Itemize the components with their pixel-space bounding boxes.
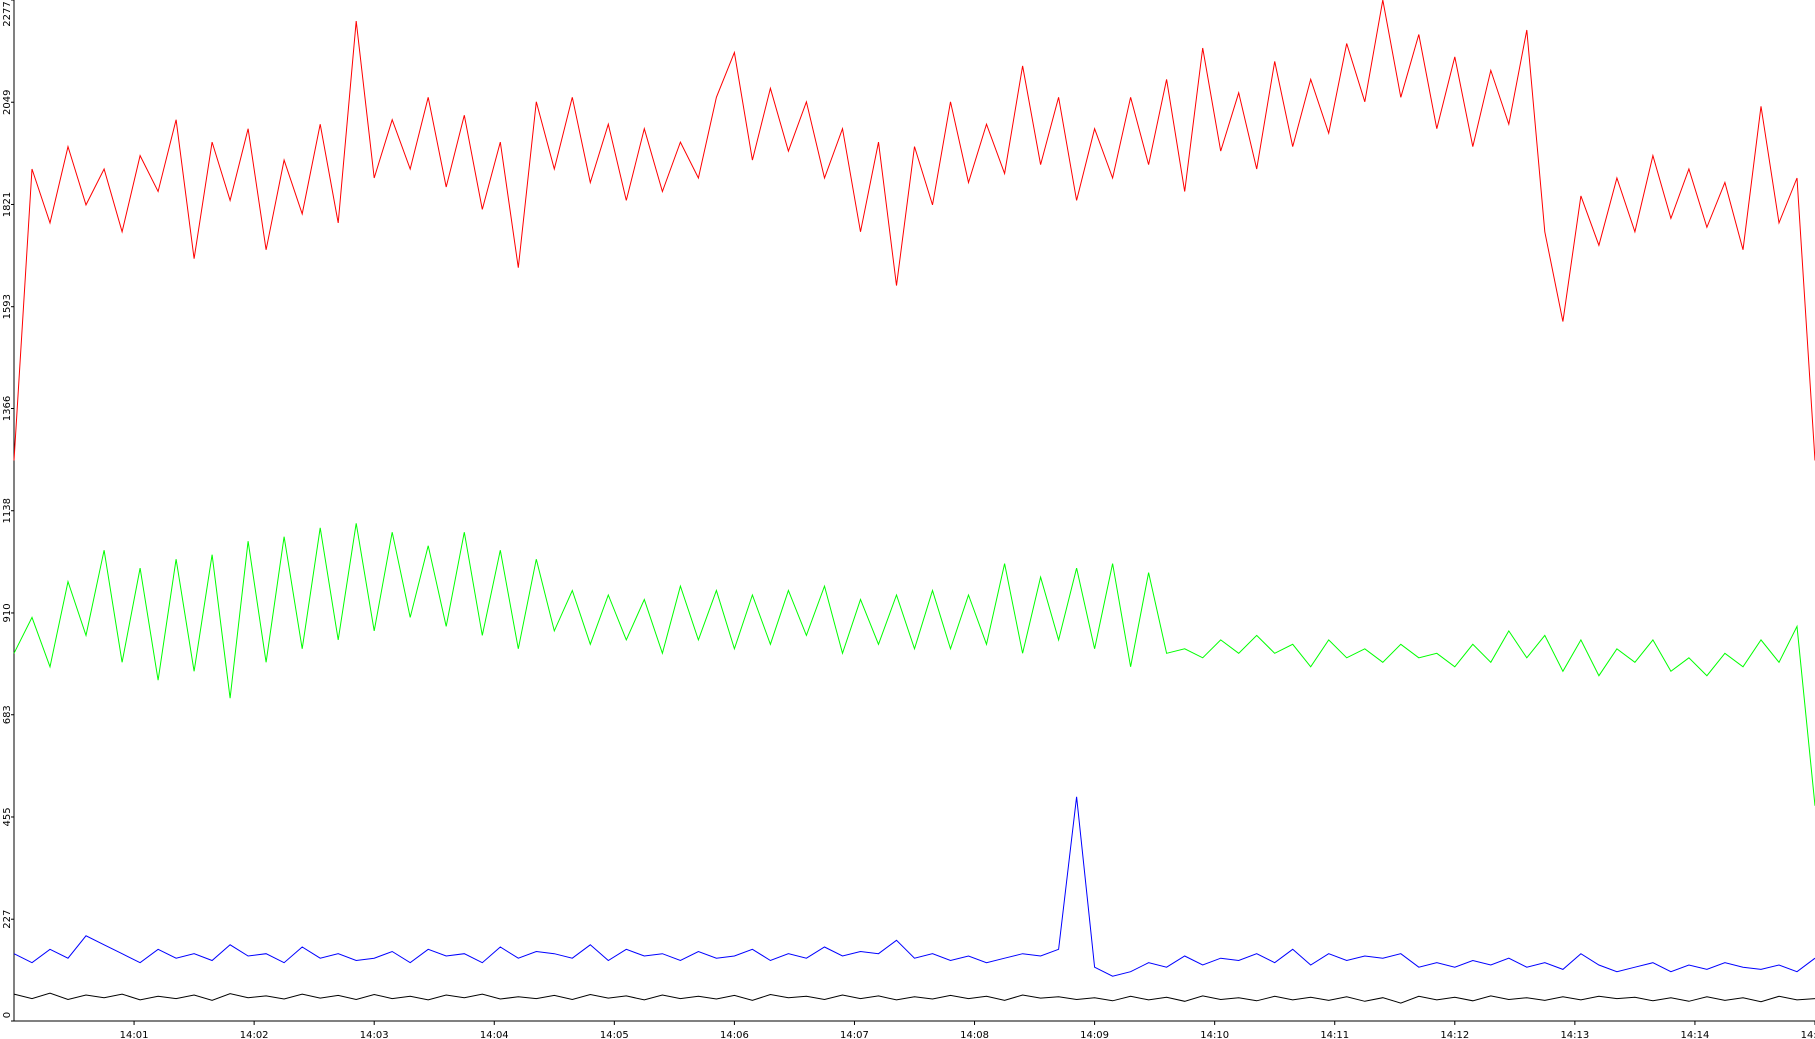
series-line xyxy=(13,523,1815,806)
x-tick-label: 14:10 xyxy=(1200,1030,1229,1039)
series-line xyxy=(13,992,1815,1004)
x-tick-label: 14:11 xyxy=(1320,1030,1349,1039)
x-tick-label: 14:09 xyxy=(1080,1030,1109,1039)
x-tick-label: 14:05 xyxy=(600,1030,629,1039)
x-tick-label: 14:07 xyxy=(840,1030,869,1039)
x-tick-label: 14:14 xyxy=(1681,1030,1710,1039)
x-tick-label: 14:08 xyxy=(960,1030,989,1039)
series-line xyxy=(13,796,1815,977)
y-tick-label: 455 xyxy=(2,807,13,826)
x-tick-label: 14:12 xyxy=(1440,1030,1469,1039)
x-tick-label: 14:01 xyxy=(120,1030,149,1039)
y-tick-label: 910 xyxy=(2,603,13,622)
series-line xyxy=(13,0,1815,461)
y-tick-label: 1593 xyxy=(2,294,13,319)
y-tick-label: 2277 xyxy=(2,1,13,26)
y-tick-label: 1821 xyxy=(2,192,13,217)
y-tick-label: 1366 xyxy=(2,396,13,421)
y-tick-label: 683 xyxy=(2,705,13,724)
x-tick-label: 14:13 xyxy=(1560,1030,1589,1039)
x-tick-label: 14:03 xyxy=(360,1030,389,1039)
x-tick-label: 14:04 xyxy=(480,1030,509,1039)
x-tick-label: 14:06 xyxy=(720,1030,749,1039)
y-tick-label: 0 xyxy=(2,1012,13,1018)
x-tick-label: 14:15 xyxy=(1801,1030,1815,1039)
y-tick-label: 227 xyxy=(2,910,13,929)
y-tick-label: 2049 xyxy=(2,90,13,115)
y-tick-label: 1138 xyxy=(2,498,13,523)
x-tick-label: 14:02 xyxy=(240,1030,269,1039)
